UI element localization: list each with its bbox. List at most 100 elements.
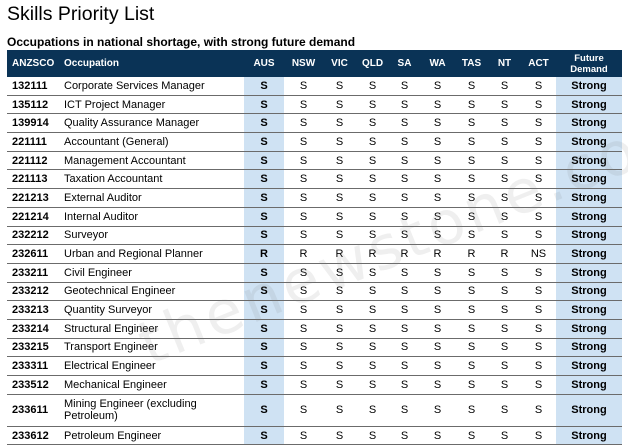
state-rating-cell: S bbox=[420, 356, 455, 376]
table-row: 233213 Quantity Surveyor S S S S S S S S S Strong bbox=[7, 300, 622, 320]
state-rating-cell: S bbox=[356, 151, 389, 171]
state-rating-cell: S bbox=[323, 207, 356, 227]
anzsco-code-cell: 233213 bbox=[7, 300, 61, 320]
future-demand-cell: Strong bbox=[556, 207, 622, 227]
state-rating-cell: S bbox=[455, 207, 488, 227]
state-rating-cell: S bbox=[420, 169, 455, 190]
state-rating-cell: S bbox=[420, 375, 455, 395]
state-rating-cell: S bbox=[521, 226, 556, 246]
occupation-cell: Mechanical Engineer bbox=[61, 375, 244, 395]
state-rating-cell: S bbox=[389, 263, 420, 283]
state-rating-cell: S bbox=[323, 319, 356, 339]
state-rating-cell: S bbox=[323, 394, 356, 427]
header-vic: VIC bbox=[323, 50, 356, 77]
state-rating-cell: S bbox=[284, 426, 323, 445]
anzsco-code-cell: 233215 bbox=[7, 338, 61, 358]
state-rating-cell: S bbox=[420, 319, 455, 339]
state-rating-cell: S bbox=[284, 282, 323, 302]
state-rating-cell: S bbox=[488, 338, 521, 358]
header-act: ACT bbox=[521, 50, 556, 77]
state-rating-cell: S bbox=[323, 77, 356, 96]
state-rating-cell: S bbox=[488, 375, 521, 395]
state-rating-cell: S bbox=[488, 426, 521, 445]
header-nsw: NSW bbox=[284, 50, 323, 77]
state-rating-cell: S bbox=[521, 207, 556, 227]
state-rating-cell: S bbox=[521, 263, 556, 283]
state-rating-cell: S bbox=[284, 77, 323, 96]
state-rating-cell: S bbox=[420, 77, 455, 96]
state-rating-cell: S bbox=[323, 95, 356, 115]
state-rating-cell: S bbox=[389, 95, 420, 115]
occupation-cell: ICT Project Manager bbox=[61, 95, 244, 115]
future-demand-cell: Strong bbox=[556, 188, 622, 208]
aus-rating-cell: S bbox=[244, 132, 284, 152]
state-rating-cell: S bbox=[323, 426, 356, 445]
state-rating-cell: S bbox=[521, 282, 556, 302]
state-rating-cell: S bbox=[455, 356, 488, 376]
state-rating-cell: S bbox=[420, 95, 455, 115]
state-rating-cell: S bbox=[389, 226, 420, 246]
future-demand-cell: Strong bbox=[556, 95, 622, 115]
state-rating-cell: S bbox=[284, 188, 323, 208]
table-row: 232212 Surveyor S S S S S S S S S Strong bbox=[7, 226, 622, 246]
state-rating-cell: S bbox=[521, 113, 556, 134]
header-sa: SA bbox=[389, 50, 420, 77]
future-demand-cell: Strong bbox=[556, 338, 622, 358]
state-rating-cell: S bbox=[455, 426, 488, 445]
table-row: 233211 Civil Engineer S S S S S S S S S Strong bbox=[7, 263, 622, 283]
aus-rating-cell: S bbox=[244, 394, 284, 427]
table-row: 233214 Structural Engineer S S S S S S S S S Strong bbox=[7, 319, 622, 339]
state-rating-cell: S bbox=[389, 113, 420, 134]
state-rating-cell: S bbox=[389, 151, 420, 171]
future-demand-cell: Strong bbox=[556, 300, 622, 320]
state-rating-cell: R bbox=[420, 244, 455, 264]
state-rating-cell: S bbox=[284, 95, 323, 115]
future-demand-cell: Strong bbox=[556, 375, 622, 395]
state-rating-cell: S bbox=[455, 319, 488, 339]
state-rating-cell: S bbox=[488, 282, 521, 302]
state-rating-cell: S bbox=[455, 338, 488, 358]
state-rating-cell: S bbox=[323, 226, 356, 246]
anzsco-code-cell: 233512 bbox=[7, 375, 61, 395]
state-rating-cell: S bbox=[284, 132, 323, 152]
anzsco-code-cell: 132111 bbox=[7, 77, 61, 96]
future-demand-cell: Strong bbox=[556, 394, 622, 427]
anzsco-code-cell: 139914 bbox=[7, 113, 61, 134]
state-rating-cell: S bbox=[521, 77, 556, 96]
state-rating-cell: S bbox=[488, 188, 521, 208]
state-rating-cell: S bbox=[420, 426, 455, 445]
aus-rating-cell: S bbox=[244, 263, 284, 283]
occupation-cell: Quality Assurance Manager bbox=[61, 113, 244, 134]
state-rating-cell: S bbox=[356, 207, 389, 227]
state-rating-cell: S bbox=[284, 375, 323, 395]
occupation-cell: Corporate Services Manager bbox=[61, 77, 244, 96]
state-rating-cell: S bbox=[455, 282, 488, 302]
state-rating-cell: S bbox=[420, 263, 455, 283]
state-rating-cell: S bbox=[521, 151, 556, 171]
anzsco-code-cell: 233311 bbox=[7, 356, 61, 376]
state-rating-cell: S bbox=[356, 356, 389, 376]
state-rating-cell: S bbox=[488, 151, 521, 171]
state-rating-cell: S bbox=[356, 426, 389, 445]
state-rating-cell: S bbox=[284, 394, 323, 427]
aus-rating-cell: S bbox=[244, 77, 284, 96]
occupation-cell: Petroleum Engineer bbox=[61, 426, 244, 445]
state-rating-cell: S bbox=[356, 300, 389, 320]
state-rating-cell: S bbox=[389, 338, 420, 358]
state-rating-cell: S bbox=[420, 188, 455, 208]
table-row: 232611 Urban and Regional Planner R R R R R R R R… bbox=[7, 244, 622, 264]
aus-rating-cell: S bbox=[244, 226, 284, 246]
state-rating-cell: S bbox=[323, 263, 356, 283]
state-rating-cell: S bbox=[356, 95, 389, 115]
aus-rating-cell: S bbox=[244, 300, 284, 320]
aus-rating-cell: S bbox=[244, 95, 284, 115]
future-demand-cell: Strong bbox=[556, 356, 622, 376]
occupation-cell: Internal Auditor bbox=[61, 207, 244, 227]
header-nt: NT bbox=[488, 50, 521, 77]
state-rating-cell: S bbox=[521, 338, 556, 358]
table-header-row: ANZSCO Occupation AUS NSW VIC QLD SA WA … bbox=[7, 50, 622, 77]
occupation-cell: Electrical Engineer bbox=[61, 356, 244, 376]
state-rating-cell: S bbox=[284, 263, 323, 283]
state-rating-cell: S bbox=[420, 207, 455, 227]
future-demand-cell: Strong bbox=[556, 263, 622, 283]
